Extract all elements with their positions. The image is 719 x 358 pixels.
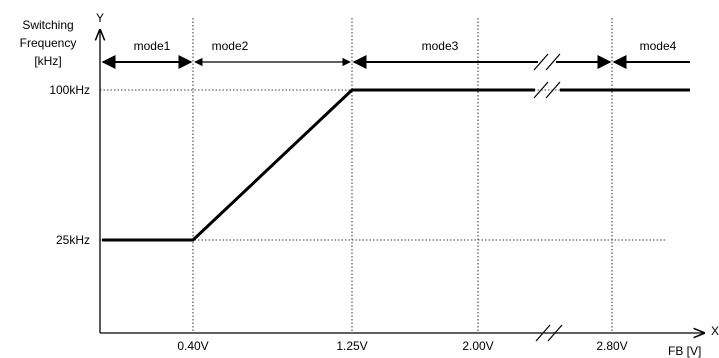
mode2-label: mode2 (212, 39, 249, 53)
x-tick-200v: 2.00V (462, 339, 493, 353)
x-tick-125v: 1.25V (336, 339, 367, 353)
y-axis-title-line1: Switching (22, 18, 73, 32)
axis-break-mark-top (533, 53, 561, 71)
y-axis-title-line3: [kHz] (34, 54, 61, 68)
y-tick-100khz: 100kHz (49, 83, 90, 97)
mode1-label: mode1 (134, 39, 171, 53)
x-axis-letter: X (711, 324, 719, 338)
axis-break-mark-x-axis (535, 324, 563, 342)
mode3-label: mode3 (422, 39, 459, 53)
mode4-label: mode4 (640, 39, 677, 53)
x-axis-title: FB [V] (668, 344, 701, 358)
x-tick-040v: 0.40V (177, 339, 208, 353)
y-tick-25khz: 25kHz (56, 233, 90, 247)
frequency-curve (102, 88, 690, 242)
y-axis-title-line2: Frequency (20, 36, 77, 50)
axis-break-mark-curve (533, 81, 561, 99)
y-axis-letter: Y (96, 11, 104, 25)
x-tick-280v: 2.80V (596, 339, 627, 353)
